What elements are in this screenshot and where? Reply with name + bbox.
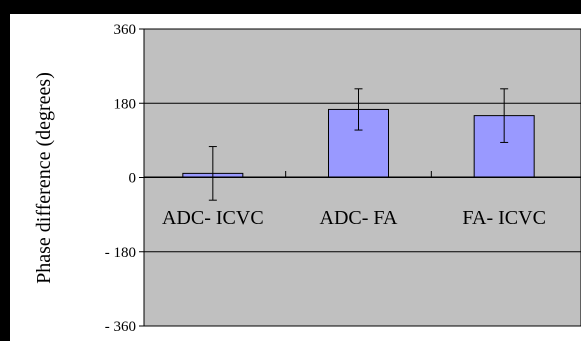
category-labels: ADC- ICVC ADC- FA FA- ICVC <box>162 207 546 229</box>
y-tick-labels: 360 180 0 - 180 - 360 <box>105 22 136 335</box>
category-label: ADC- FA <box>320 207 399 229</box>
y-tick-label: 360 <box>114 22 137 38</box>
category-label: ADC- ICVC <box>162 207 264 229</box>
y-tick-label: 180 <box>114 96 137 112</box>
y-tick-label: 0 <box>129 171 137 187</box>
y-tick-label: - 180 <box>105 245 136 261</box>
category-label: FA- ICVC <box>462 207 546 229</box>
y-axis-title: Phase difference (degrees) <box>33 72 55 284</box>
axes <box>139 28 581 327</box>
y-tick-label: - 360 <box>105 319 136 335</box>
error-bars <box>208 88 509 201</box>
